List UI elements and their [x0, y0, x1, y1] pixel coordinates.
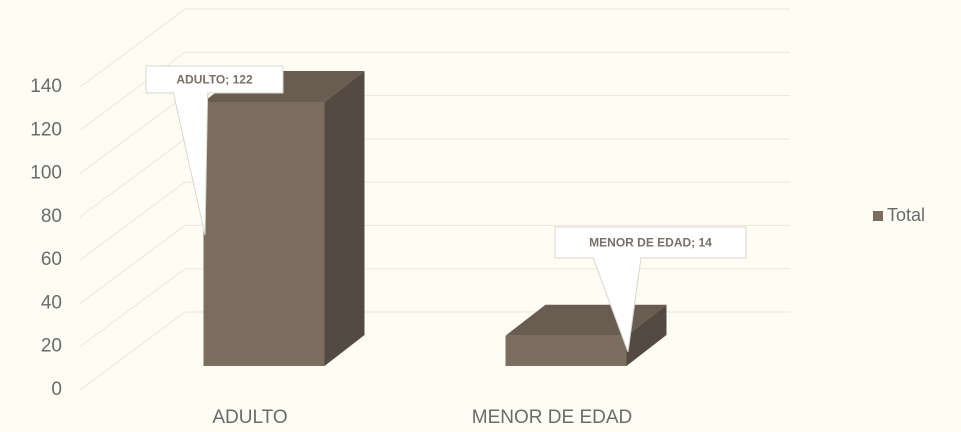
legend-label: Total [887, 205, 925, 225]
bar-side [626, 304, 667, 366]
grid-line [79, 268, 790, 348]
bar-front [203, 101, 325, 366]
y-tick-label: 20 [41, 336, 62, 357]
y-tick-label: 40 [41, 292, 62, 313]
legend-swatch [873, 211, 883, 221]
x-tick-label: ADULTO [212, 407, 287, 428]
data-label: ADULTO; 122 [176, 73, 253, 87]
y-tick-label: 60 [41, 249, 62, 270]
grid-line [79, 181, 790, 261]
y-tick-label: 0 [51, 379, 62, 400]
grid-line [79, 51, 790, 131]
grid-line [79, 8, 790, 88]
y-tick-label: 140 [30, 76, 62, 97]
data-label: MENOR DE EDAD; 14 [589, 236, 712, 250]
data-label-callout [145, 65, 284, 236]
bar-side [324, 70, 365, 366]
data-label-callout [554, 226, 747, 353]
bar-front [505, 335, 627, 366]
y-tick-label: 80 [41, 206, 62, 227]
y-tick-label: 100 [30, 163, 62, 184]
y-tick-label: 120 [30, 119, 62, 140]
grid-line [79, 224, 790, 304]
x-tick-label: MENOR DE EDAD [472, 407, 632, 428]
